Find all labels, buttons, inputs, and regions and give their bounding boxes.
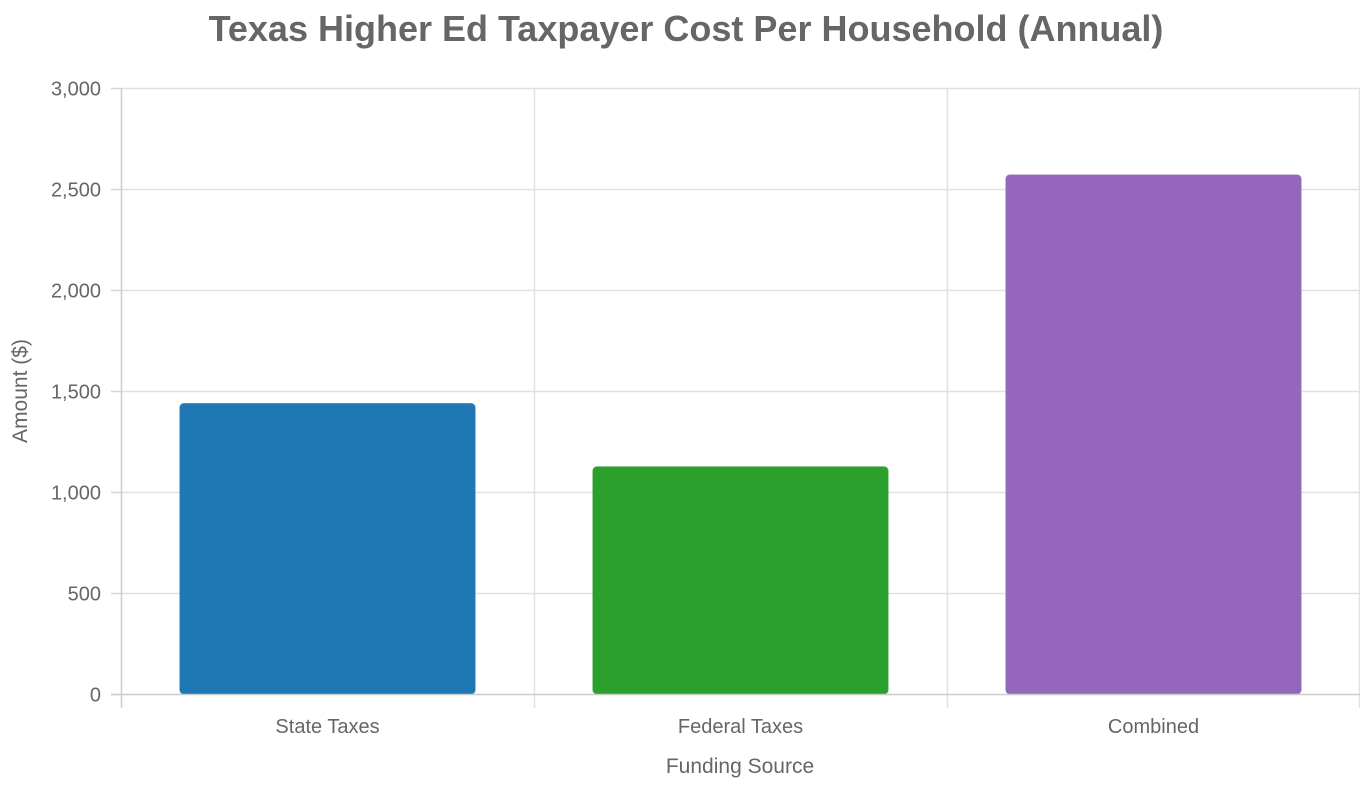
y-tick-label: 2,000 — [51, 281, 101, 303]
y-tick-label: 1,000 — [51, 483, 101, 505]
y-axis-title: Amount ($) — [9, 339, 32, 443]
bar — [1005, 174, 1302, 695]
bars — [179, 174, 1302, 695]
y-tick-label: 500 — [68, 584, 101, 606]
bar — [179, 403, 476, 695]
axes — [111, 87, 1360, 708]
tick-labels: 0 500 1,000 1,500 2,000 2,500 3,000 State Taxes… — [51, 79, 1199, 739]
y-tick-label: 0 — [90, 685, 101, 707]
y-tick-label: 3,000 — [51, 79, 101, 101]
x-tick-label: Federal Taxes — [678, 716, 803, 738]
x-tick-label: Combined — [1108, 716, 1199, 738]
x-axis-title: Funding Source — [666, 755, 814, 778]
bar — [592, 466, 889, 695]
y-tick-label: 2,500 — [51, 180, 101, 202]
y-tick-label: 1,500 — [51, 382, 101, 404]
chart-title: Texas Higher Ed Taxpayer Cost Per Househ… — [208, 8, 1164, 49]
x-tick-label: State Taxes — [275, 716, 379, 738]
